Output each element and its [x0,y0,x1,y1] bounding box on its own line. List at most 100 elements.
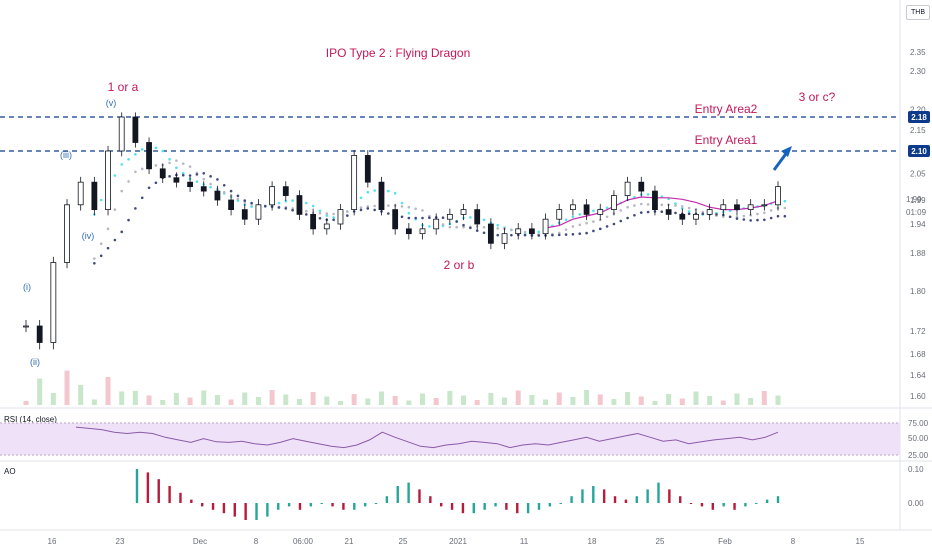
candle [118,112,125,157]
ao-bar [646,489,649,503]
ma-dot [93,257,96,260]
ma-dot [113,208,117,211]
ma-dot [387,204,390,207]
wave-label: (ii) [30,357,40,367]
candle [433,213,440,235]
ma-dot [585,221,588,225]
candle [200,181,207,197]
candle [611,190,617,216]
ao-bar [266,503,269,517]
ma-dot [127,180,130,183]
ma-dot [311,204,315,208]
volume-bar [666,394,672,405]
volume-bar [556,392,562,405]
ma-dot [687,206,691,210]
ma-dot [250,201,253,205]
time-tick: 25 [656,537,665,546]
ma-dot [366,207,370,210]
ma-dot [263,204,267,208]
candle [378,176,385,216]
ao-bar [287,503,291,507]
volume-bar [679,398,685,405]
ma-dot [304,201,308,205]
time-tick: 06:00 [293,537,314,546]
ma-dot [393,192,397,195]
ma-dot [120,189,124,193]
ma-dot [441,216,445,219]
price-tick: 2.15 [910,126,926,135]
ao-bar [255,503,258,520]
price-axis[interactable]: 2.35 2.30 2.20 2.15 2.05 1.99 1.94 1.88 1.80 1.72… [910,48,926,401]
ma-dot [462,225,465,229]
time-tick: 8 [254,537,259,546]
volume-bar [269,390,275,405]
ao-bar [168,486,171,503]
ma-dot [140,148,144,151]
ma-dot [557,231,561,235]
wave-label: (i) [23,282,31,292]
ma-dot [469,226,472,230]
ao-bar [385,496,389,503]
candle [556,203,563,225]
candle [597,203,604,221]
candle [77,176,84,211]
wave-annotation: 3 or c? [799,90,836,104]
volume-bar [652,401,658,405]
candle [528,223,535,240]
candle [132,112,139,148]
volume-bar [570,397,576,405]
wave-label: (iv) [82,231,95,241]
ma-dot [154,164,158,167]
ao-bar [635,496,638,503]
time-tick: Feb [718,537,732,546]
ma-dot [523,233,527,237]
candle [269,181,276,211]
candle [214,185,221,206]
ma-dot [414,216,417,220]
ma-dot [120,230,124,234]
ao-bar [526,503,530,514]
volume-bar [91,399,97,405]
ma-dot [428,225,431,228]
volume-bar [283,394,289,405]
ma-dot [742,214,746,218]
ma-dot [304,209,308,213]
ma-dot [619,219,623,223]
price-tick: 1.72 [910,327,926,336]
ma-dot [387,189,390,193]
moving-averages [93,143,787,265]
candle [501,227,508,250]
ao-bar [700,503,704,507]
ma-dot [482,218,486,222]
time-tick: 11 [520,537,529,546]
ao-bar [679,496,682,503]
ma-dot [605,225,609,228]
ma-dot [222,190,226,194]
ao-label: AO [4,467,16,476]
volume-bar [734,393,740,405]
ma-dot [687,212,691,216]
ma-dot [776,214,780,218]
ma-dot [701,212,705,216]
ma-dot [639,211,643,214]
ma-dot [496,223,500,227]
time-axis[interactable]: 16 23 Dec 8 06:00 21 25 2021 11 18 25 Feb 8 15 [48,537,865,546]
ma-dot [728,215,732,219]
ma-dot [482,225,486,229]
ma-dot [680,207,684,210]
volume-bar [529,395,535,405]
ma-dot [291,208,294,212]
ma-dot [674,211,677,215]
ma-dot [646,193,650,196]
ma-dot [674,202,677,205]
entry-area2-label: Entry Area2 [695,102,758,116]
ao-bar [342,503,345,510]
current-price-label: 1.99 [906,195,922,204]
ao-bar [570,496,573,503]
ma-dot [318,211,322,215]
ma-dot [626,205,629,209]
ao-bar [309,503,313,507]
candlesticks [23,112,781,350]
price-tick: 1.60 [910,392,926,401]
